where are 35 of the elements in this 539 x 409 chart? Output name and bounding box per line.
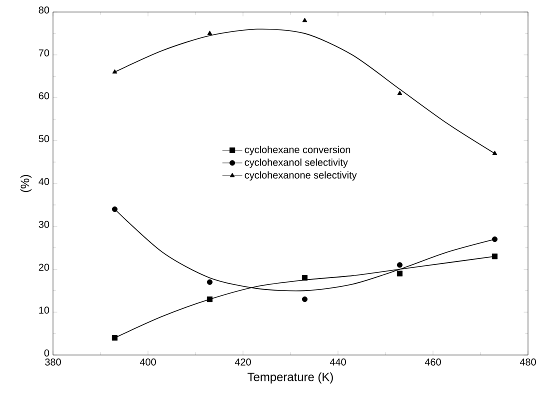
point: [397, 90, 402, 95]
point: [492, 254, 498, 260]
x-tick-label: 480: [520, 358, 536, 366]
point: [112, 69, 118, 74]
x-tick-label: 380: [45, 358, 61, 366]
point: [302, 18, 308, 22]
point: [396, 270, 403, 276]
legend-label: cyclohexanol selectivity: [244, 158, 348, 168]
point: [112, 206, 118, 212]
y-tick-label: 20: [38, 264, 50, 271]
legend-label: cyclohexanone selectivity: [244, 171, 357, 181]
y-tick-label: 70: [38, 49, 50, 56]
point: [492, 150, 498, 155]
y-tick-label: 40: [38, 178, 50, 186]
point: [112, 335, 118, 341]
y-tick-label: 50: [38, 135, 50, 142]
point: [396, 262, 403, 268]
y-tick-label: 10: [39, 306, 50, 314]
x-tick-label: 420: [234, 358, 251, 366]
point: [302, 275, 308, 281]
x-tick-label: 440: [330, 358, 346, 366]
y-tick-label: 30: [38, 220, 50, 228]
y-axis-title: (%): [20, 174, 32, 192]
point: [302, 296, 308, 302]
y-tick-label: 60: [38, 92, 50, 100]
point: [206, 279, 213, 285]
point: [207, 30, 212, 35]
legend-label: cyclohexane conversion: [244, 146, 350, 156]
y-tick-label: 0: [44, 349, 50, 357]
point: [492, 236, 498, 242]
x-axis-title: Temperature (K): [248, 372, 333, 384]
x-tick-label: 460: [424, 358, 441, 366]
x-tick-label: 400: [140, 358, 156, 366]
y-tick-label: 80: [38, 6, 50, 14]
point: [206, 296, 213, 302]
